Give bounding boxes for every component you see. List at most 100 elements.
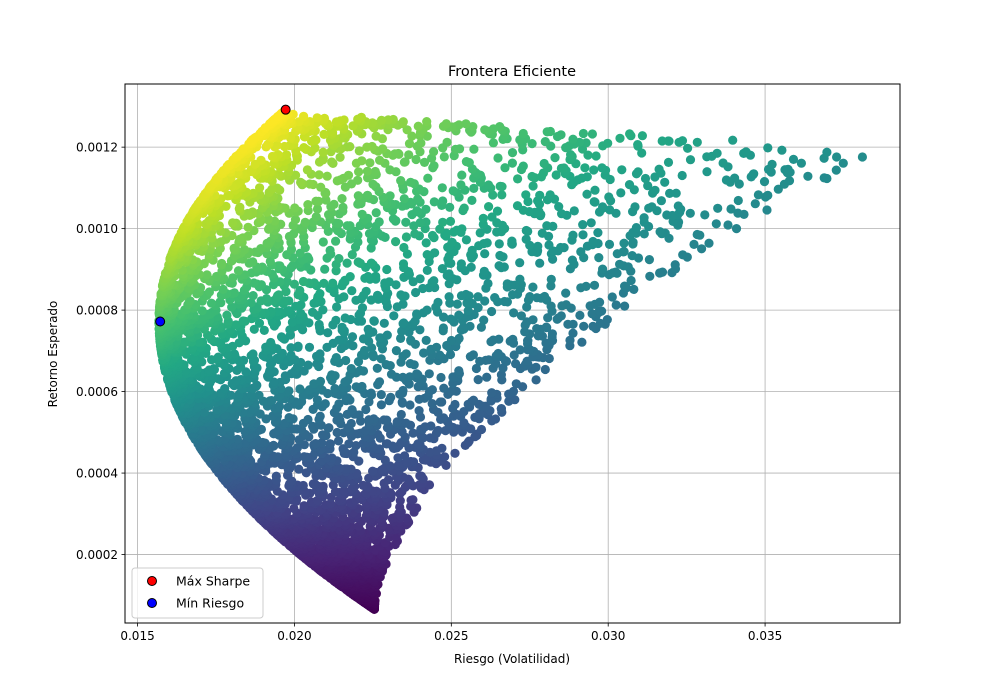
portfolio-point bbox=[578, 230, 588, 240]
portfolio-point bbox=[627, 251, 637, 261]
portfolio-point bbox=[429, 147, 439, 157]
portfolio-point bbox=[502, 279, 512, 289]
portfolio-point bbox=[515, 274, 525, 284]
portfolio-point bbox=[456, 291, 467, 301]
portfolio-point bbox=[446, 335, 456, 346]
portfolio-point bbox=[422, 117, 432, 127]
portfolio-point bbox=[487, 388, 497, 398]
portfolio-point bbox=[578, 220, 588, 230]
portfolio-point bbox=[368, 466, 378, 476]
portfolio-point bbox=[521, 234, 531, 244]
portfolio-point bbox=[362, 166, 372, 176]
portfolio-point bbox=[535, 258, 545, 268]
portfolio-point bbox=[299, 501, 309, 511]
portfolio-point bbox=[488, 335, 498, 345]
portfolio-point bbox=[493, 153, 503, 163]
portfolio-point bbox=[347, 286, 357, 296]
portfolio-point bbox=[427, 385, 437, 395]
portfolio-point bbox=[589, 197, 599, 207]
portfolio-point bbox=[728, 135, 738, 145]
portfolio-point bbox=[733, 195, 743, 206]
portfolio-point bbox=[625, 129, 635, 139]
portfolio-point bbox=[380, 278, 390, 288]
portfolio-point bbox=[511, 379, 521, 389]
portfolio-point bbox=[318, 147, 328, 157]
portfolio-point bbox=[413, 121, 423, 131]
portfolio-point bbox=[594, 253, 604, 263]
portfolio-point bbox=[382, 330, 392, 340]
portfolio-point bbox=[495, 250, 505, 261]
portfolio-point bbox=[414, 394, 424, 404]
portfolio-point bbox=[508, 334, 518, 344]
portfolio-point bbox=[408, 428, 418, 438]
portfolio-point bbox=[567, 255, 578, 265]
portfolio-point bbox=[711, 219, 721, 229]
portfolio-point bbox=[292, 443, 302, 453]
portfolio-point bbox=[396, 409, 406, 420]
portfolio-point bbox=[832, 152, 842, 162]
portfolio-point bbox=[410, 229, 420, 239]
portfolio-point bbox=[404, 150, 414, 160]
portfolio-point bbox=[611, 300, 621, 310]
portfolio-point bbox=[750, 199, 760, 209]
portfolio-point bbox=[421, 238, 431, 248]
portfolio-point bbox=[528, 315, 538, 325]
portfolio-point bbox=[357, 303, 368, 313]
portfolio-point bbox=[256, 424, 266, 434]
portfolio-point bbox=[351, 382, 361, 392]
portfolio-point bbox=[702, 167, 712, 177]
portfolio-point bbox=[294, 464, 304, 474]
portfolio-point bbox=[689, 239, 699, 249]
portfolio-point bbox=[423, 173, 433, 183]
portfolio-point bbox=[518, 161, 528, 171]
portfolio-point bbox=[509, 350, 519, 360]
portfolio-point bbox=[379, 318, 389, 328]
portfolio-point bbox=[535, 190, 545, 200]
portfolio-point bbox=[369, 316, 379, 326]
portfolio-point bbox=[420, 422, 430, 432]
portfolio-point bbox=[616, 188, 626, 198]
portfolio-point bbox=[630, 202, 640, 212]
portfolio-point bbox=[476, 424, 487, 435]
portfolio-point bbox=[322, 171, 332, 181]
portfolio-point bbox=[408, 495, 418, 505]
portfolio-point bbox=[401, 232, 411, 242]
portfolio-point bbox=[284, 386, 294, 396]
portfolio-point bbox=[400, 451, 410, 461]
portfolio-point bbox=[329, 199, 339, 209]
portfolio-point bbox=[266, 337, 276, 348]
portfolio-point bbox=[467, 195, 477, 205]
portfolio-point bbox=[588, 236, 598, 247]
portfolio-point bbox=[311, 212, 321, 222]
portfolio-point bbox=[330, 384, 340, 394]
portfolio-point bbox=[788, 154, 799, 164]
portfolio-point bbox=[414, 406, 424, 416]
portfolio-point bbox=[289, 503, 299, 514]
portfolio-point bbox=[461, 235, 471, 245]
portfolio-point bbox=[673, 201, 683, 211]
portfolio-point bbox=[521, 190, 531, 200]
portfolio-point bbox=[399, 242, 409, 253]
portfolio-point bbox=[268, 451, 279, 461]
portfolio-point bbox=[507, 158, 517, 168]
portfolio-point bbox=[493, 348, 503, 359]
portfolio-point bbox=[654, 164, 664, 174]
portfolio-point bbox=[391, 346, 401, 356]
portfolio-point bbox=[704, 238, 714, 248]
portfolio-point bbox=[383, 475, 394, 485]
portfolio-point bbox=[315, 289, 325, 299]
portfolio-point bbox=[286, 343, 296, 353]
portfolio-point bbox=[542, 127, 552, 137]
portfolio-point bbox=[580, 163, 590, 173]
portfolio-point bbox=[346, 364, 356, 374]
portfolio-point bbox=[334, 254, 344, 264]
portfolio-point bbox=[533, 241, 543, 251]
portfolio-point bbox=[398, 385, 408, 396]
portfolio-point bbox=[692, 229, 702, 240]
portfolio-point bbox=[448, 186, 458, 196]
portfolio-point bbox=[346, 418, 356, 429]
portfolio-point bbox=[295, 384, 305, 394]
portfolio-point bbox=[379, 415, 389, 425]
portfolio-point bbox=[353, 114, 363, 124]
portfolio-point bbox=[353, 257, 363, 267]
